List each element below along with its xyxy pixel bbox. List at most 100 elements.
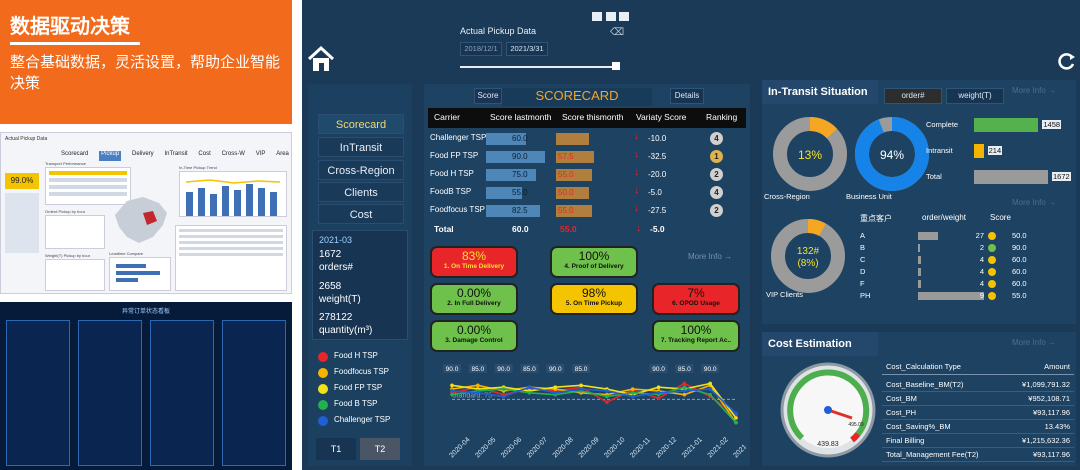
series-point: [708, 381, 712, 386]
thumb1-scatter-2: [45, 259, 105, 291]
kpi-opod-usage[interactable]: 7% 6. OPOD Usage: [652, 283, 740, 315]
vip-count: 9: [979, 291, 984, 300]
vip-more-info[interactable]: More Info →: [1012, 198, 1057, 207]
thumb2-column: [222, 320, 286, 466]
carrier-name: Food FP TSP: [430, 151, 479, 160]
scorecard-row: FoodB TSP 55.0 50.0 ↓ -5.0 4: [428, 184, 744, 202]
vip-client: C: [860, 255, 866, 264]
weight-toggle[interactable]: weight(T): [946, 88, 1004, 104]
home-icon[interactable]: [306, 44, 336, 74]
thumb2-column: [150, 320, 214, 466]
kpi-tracking-report[interactable]: 100% 7. Tracking Report Ac..: [652, 320, 740, 352]
cost-more-info[interactable]: More Info →: [1012, 338, 1057, 347]
legend-dot: [318, 368, 328, 378]
nav-clients[interactable]: Clients: [318, 182, 404, 202]
thumb1-panel-label: In-Time Pickup Trend: [179, 165, 217, 170]
nav-intransit[interactable]: InTransit: [318, 137, 404, 157]
data-label-bg: [546, 364, 565, 373]
kpi-on-time-pickup[interactable]: 98% 5. On Time Pickup: [550, 283, 638, 315]
nav-scorecard[interactable]: Scorecard: [318, 114, 404, 134]
thumb1-tabs: Scorecard Pickup Delivery InTransit Cost…: [61, 151, 289, 161]
kpi-in-full-delivery[interactable]: 0.00% 2. In Full Delivery: [430, 283, 518, 315]
filter-icon[interactable]: [592, 12, 602, 21]
thumb1-detail-table: [175, 225, 287, 291]
cost-type: Cost_Baseline_BM(T2): [886, 380, 964, 389]
carrier-name: Foodfocus TSP: [430, 205, 485, 214]
cost-row: Final Billing ¥1,215,632.36: [882, 434, 1074, 448]
thumb1-sidebar: [5, 193, 39, 253]
data-label: 85.0: [678, 366, 691, 373]
legend-label: Challenger TSP: [334, 415, 391, 424]
vip-row: C 4 60.0: [858, 254, 1072, 266]
vip-bar: [918, 244, 920, 252]
thumb1-tab: Cross-W: [221, 151, 245, 157]
series-point: [605, 400, 609, 404]
variaty-value: -27.5: [648, 206, 667, 215]
more-info-link[interactable]: More Info →: [688, 252, 733, 261]
series-line: [451, 386, 737, 414]
col-score-last: Score lastmonth: [490, 112, 552, 122]
data-label: 85.0: [471, 366, 484, 373]
date-slider-handle[interactable]: [612, 62, 620, 70]
cost-type: Total_Management Fee(T2): [886, 450, 979, 459]
series-point: [501, 394, 506, 399]
score-last-bar: [486, 151, 546, 163]
carrier-name: Food H TSP: [430, 169, 474, 178]
date-from-input[interactable]: 2018/12/1: [460, 42, 502, 56]
kpi-on-time-delivery[interactable]: 83% 1. On Time Delivery: [430, 246, 518, 278]
scorecard-total-row: Total 60.0 55.0 ↓ -5.0: [428, 222, 746, 238]
series-point: [476, 391, 480, 395]
score-button[interactable]: Score: [474, 88, 502, 104]
thumb1-leadtime: [109, 257, 171, 291]
legend-dot: [318, 416, 328, 426]
date-slider-track[interactable]: [460, 66, 616, 68]
score-this-value: 57.5: [558, 152, 574, 161]
thumb1-panel-label: Transport Performance: [45, 161, 86, 166]
date-to-input[interactable]: 2021/3/31: [506, 42, 548, 56]
series-point: [450, 389, 454, 393]
data-label-bg: [443, 364, 461, 373]
series-point: [656, 385, 661, 389]
vip-score-dot: [988, 268, 996, 276]
total-last: 60.0: [512, 224, 529, 234]
period-button-t2[interactable]: T2: [360, 438, 400, 460]
kpi-proof-of-delivery[interactable]: 100% 4. Proof of Delivery: [550, 246, 638, 278]
refresh-icon[interactable]: [1058, 52, 1076, 70]
scorecard-rows: Challenger TSP 60.0 ↓ -10.0 4 Food FP TSP 90.0…: [428, 130, 746, 240]
more-options-icon[interactable]: [619, 12, 629, 21]
down-arrow-icon: ↓: [634, 131, 639, 142]
thumb1-tab: InTransit: [164, 151, 188, 157]
orders-label: orders#: [319, 262, 353, 273]
nav-cost[interactable]: Cost: [318, 204, 404, 224]
legend-label: Food H TSP: [334, 351, 378, 360]
series-point: [450, 383, 454, 388]
kpi-damage-control[interactable]: 0.00% 3. Damage Control: [430, 320, 518, 352]
scorecard-row: Challenger TSP 60.0 ↓ -10.0 4: [428, 130, 744, 148]
cost-amount: ¥93,117.96: [1033, 450, 1070, 459]
details-button[interactable]: Details: [670, 88, 704, 104]
period-button-t1[interactable]: T1: [316, 438, 356, 460]
focus-icon[interactable]: [606, 12, 616, 21]
scorecard-row: Foodfocus TSP 82.5 55.0 ↓ -27.5 2: [428, 202, 744, 220]
nav-cross-region[interactable]: Cross-Region: [318, 160, 404, 180]
score-this-bar: [556, 151, 594, 163]
data-label: 90.0: [549, 366, 562, 373]
rank-badge: 2: [710, 204, 723, 217]
order-toggle[interactable]: order#: [884, 88, 942, 104]
left-panel: 数据驱动决策 整合基础数据，灵活设置，帮助企业智能决策 Actual Picku…: [0, 0, 300, 470]
intransit-more-info[interactable]: More Info →: [1012, 86, 1057, 95]
series-point: [682, 381, 687, 386]
banner: 数据驱动决策 整合基础数据，灵活设置，帮助企业智能决策: [0, 0, 292, 124]
weight-value: 2658: [319, 281, 342, 292]
bar-value: 1672: [1052, 172, 1071, 181]
vip-row: D 4 60.0: [858, 266, 1072, 278]
total-label: Total: [434, 224, 454, 234]
col-carrier: Carrier: [434, 112, 460, 122]
eraser-icon[interactable]: ⌫: [610, 27, 625, 38]
total-var: -5.0: [650, 224, 665, 234]
score-this-bar: [556, 187, 589, 199]
business-unit-donut: 94%: [855, 117, 929, 191]
vip-table-header: 重点客户 order/weight Score: [858, 212, 1072, 226]
score-last-value: 90.0: [512, 152, 528, 161]
cost-type: Cost_BM: [886, 394, 917, 403]
